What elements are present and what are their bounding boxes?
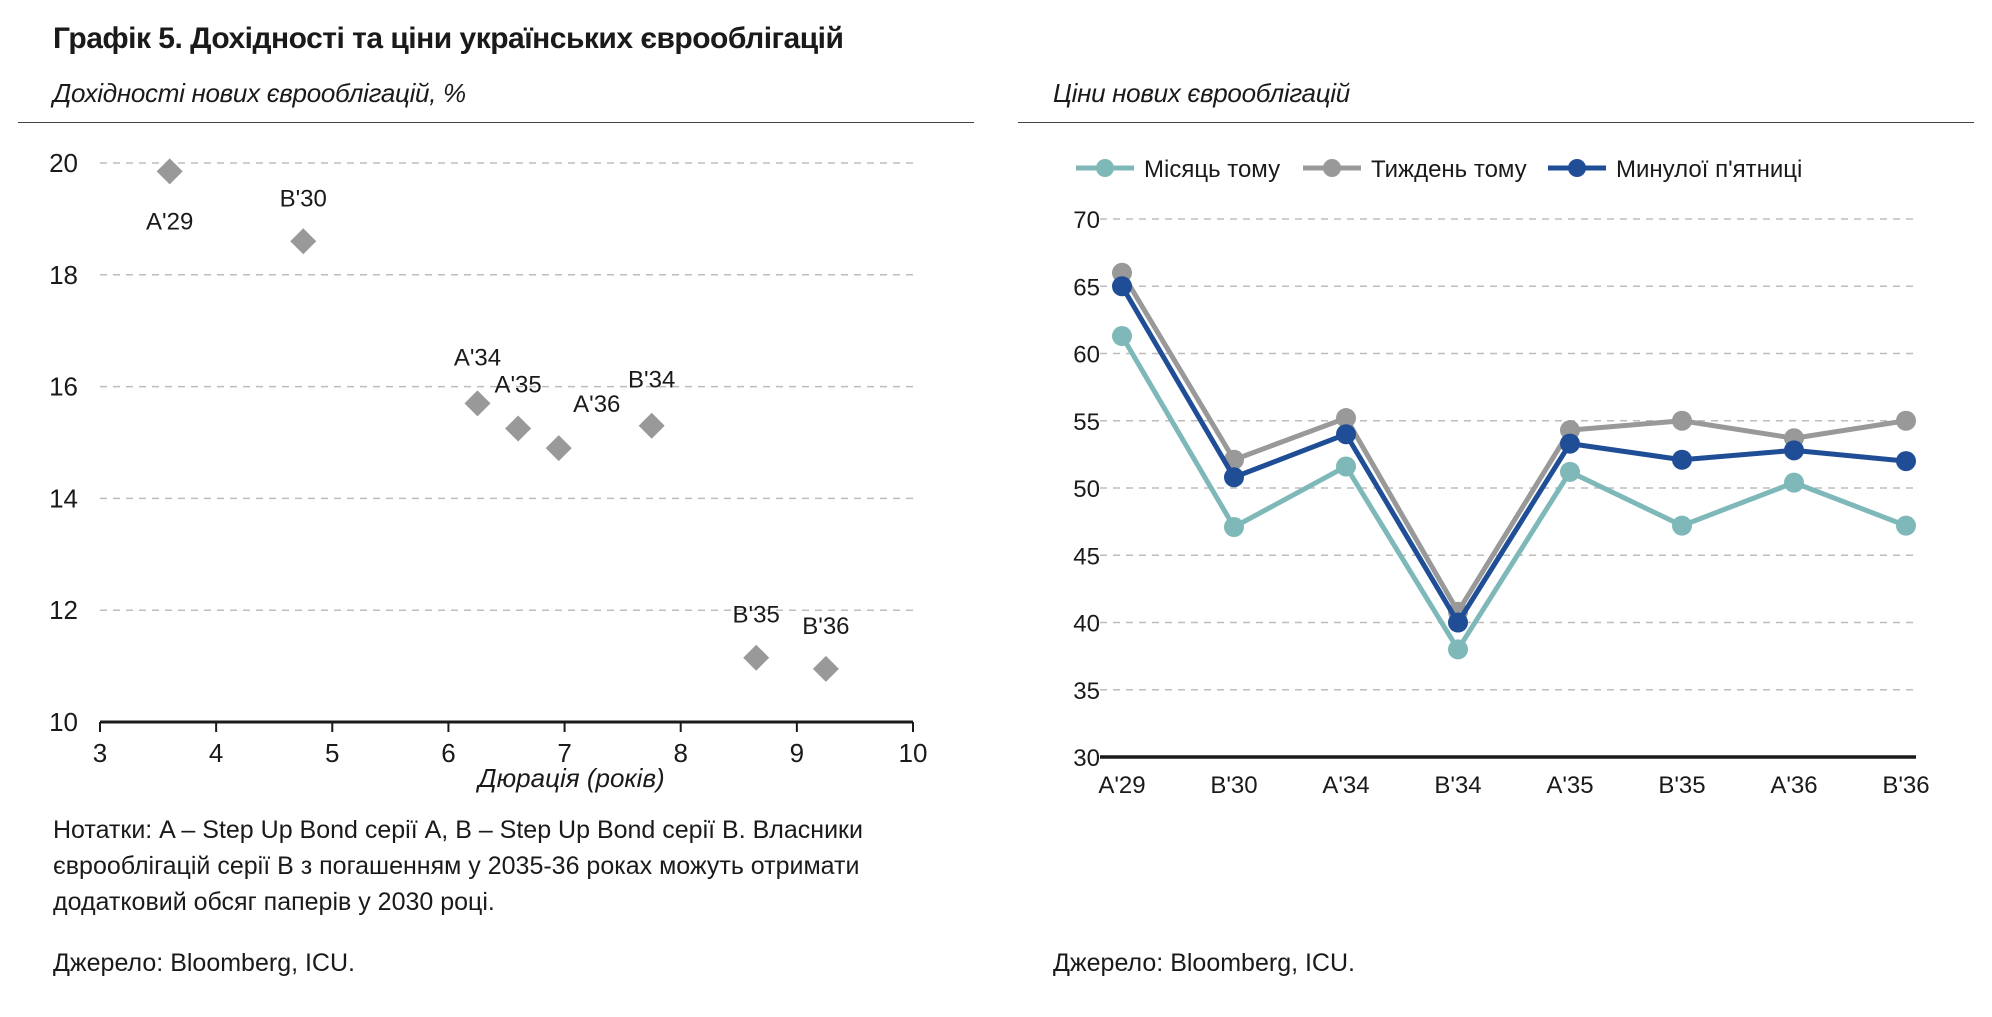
y-tick-label: 14 — [49, 483, 78, 513]
legend-marker-2 — [1323, 159, 1341, 177]
right-chart-subtitle: Ціни нових єврооблігацій — [1053, 78, 1350, 108]
y-tick-label: 12 — [49, 595, 78, 625]
series-1-point-b-30 — [1224, 517, 1244, 538]
point-a-34 — [464, 390, 491, 417]
series-3-point-b-35 — [1672, 449, 1692, 470]
x-tick-label: B'35 — [1658, 772, 1705, 799]
y-tick-label: 20 — [49, 148, 78, 178]
series-line-2 — [1119, 271, 1907, 615]
y-tick-label: 55 — [1073, 409, 1100, 436]
x-axis-title: Дюрація (років) — [475, 763, 664, 793]
x-tick-label: 7 — [557, 738, 571, 768]
y-tick-label: 60 — [1073, 342, 1100, 369]
yield-scatter-chart: 10 12 14 16 18 20 3 4 5 6 7 8 9 10 Дюрація (років) A'29… — [49, 148, 928, 793]
series-3-point-a-36 — [1784, 440, 1804, 461]
y-tick-label: 65 — [1073, 274, 1100, 301]
series-3-point-b-30 — [1224, 467, 1244, 488]
x-tick-label: 8 — [673, 738, 687, 768]
legend-label-1: Місяць тому — [1144, 156, 1280, 183]
x-tick-label: 4 — [209, 738, 223, 768]
x-tick-label: 5 — [325, 738, 339, 768]
x-tick-label: A'35 — [1546, 772, 1593, 799]
right-source-note: Джерело: Bloomberg, ICU. — [1053, 949, 1355, 977]
legend-marker-1 — [1096, 159, 1114, 177]
x-tick-label: 6 — [441, 738, 455, 768]
point-a-29 — [156, 158, 183, 185]
y-tick-label: 30 — [1073, 745, 1100, 772]
x-tick-label: B'34 — [1434, 772, 1481, 799]
right-header-rule — [1018, 122, 1974, 123]
series-2-point-b-35 — [1672, 410, 1692, 431]
chart-notes: Нотатки: A – Step Up Bond серії A, B – S… — [53, 816, 863, 916]
y-tick-label: 35 — [1073, 678, 1100, 705]
y-tick-label: 16 — [49, 372, 78, 402]
point-label-a-35: A'35 — [494, 372, 541, 399]
point-a-35 — [505, 415, 532, 442]
series-1-point-a-34 — [1336, 456, 1356, 477]
series-1-point-a-36 — [1784, 472, 1804, 493]
point-b-34 — [638, 412, 665, 439]
x-tick-label: 9 — [790, 738, 804, 768]
series-1-point-a-35 — [1560, 461, 1580, 482]
series-1-point-b-35 — [1672, 515, 1692, 536]
x-tick-label: A'34 — [1322, 772, 1369, 799]
figure-title: Графік 5. Дохідності та ціни українських… — [53, 22, 844, 55]
series-2-point-a-34 — [1336, 408, 1356, 429]
point-b-30 — [290, 228, 317, 255]
series-line-3 — [1119, 284, 1907, 625]
legend-label-2: Тиждень тому — [1371, 156, 1527, 183]
y-tick-label: 18 — [49, 260, 78, 290]
series-1-point-a-29 — [1112, 326, 1132, 347]
left-header-rule — [18, 122, 974, 123]
x-tick-label: A'29 — [1098, 772, 1145, 799]
point-label-b-34: B'34 — [628, 367, 675, 394]
point-label-b-30: B'30 — [280, 185, 327, 212]
series-3-point-a-35 — [1560, 433, 1580, 454]
point-label-b-36: B'36 — [802, 613, 849, 640]
series-1-point-b-36 — [1896, 515, 1916, 536]
x-tick-label: B'30 — [1210, 772, 1257, 799]
x-tick-label: B'36 — [1882, 772, 1929, 799]
point-b-36 — [812, 655, 839, 682]
series-1-point-b-34 — [1448, 639, 1468, 660]
series-3-point-a-29 — [1112, 276, 1132, 297]
point-b-35 — [743, 644, 770, 671]
y-tick-label: 10 — [49, 707, 78, 737]
point-a-36 — [545, 435, 572, 462]
series-3-point-b-34 — [1448, 612, 1468, 633]
series-line-1 — [1119, 334, 1907, 652]
y-tick-label: 50 — [1073, 476, 1100, 503]
x-tick-label: A'36 — [1770, 772, 1817, 799]
left-source-note: Джерело: Bloomberg, ICU. — [53, 949, 355, 977]
series-3-point-a-34 — [1336, 424, 1356, 445]
legend-marker-3 — [1568, 159, 1586, 177]
series-2-point-b-36 — [1896, 410, 1916, 431]
series-3-point-b-36 — [1896, 451, 1916, 472]
point-label-a-36: A'36 — [573, 391, 620, 418]
y-tick-label: 45 — [1073, 543, 1100, 570]
price-line-chart: 30 35 40 45 50 55 60 65 70 A'29 B'30 A'34 B'34 A'35 B'… — [1073, 156, 1929, 799]
legend-label-3: Минулої п'ятниці — [1616, 156, 1802, 183]
y-tick-label: 40 — [1073, 611, 1100, 638]
y-tick-label: 70 — [1073, 207, 1100, 234]
point-label-a-29: A'29 — [146, 208, 193, 235]
point-label-a-34: A'34 — [454, 344, 501, 371]
point-label-b-35: B'35 — [733, 602, 780, 629]
left-chart-subtitle: Дохідності нових єврооблігацій, % — [53, 78, 466, 108]
x-tick-label: 3 — [93, 738, 107, 768]
x-tick-label: 10 — [899, 738, 928, 768]
